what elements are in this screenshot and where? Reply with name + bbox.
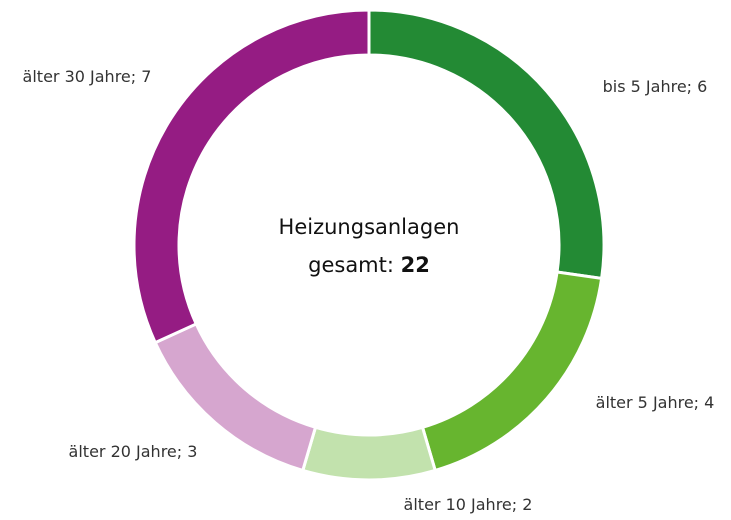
data-label: älter 20 Jahre; 3 [69, 442, 198, 461]
category-label: älter 20 Jahre [69, 442, 177, 461]
separator: ; [131, 67, 141, 86]
total-value: 22 [401, 253, 430, 277]
separator: ; [512, 495, 522, 514]
value-label: 7 [141, 67, 151, 86]
value-label: 6 [697, 77, 707, 96]
donut-segment [300, 425, 438, 482]
separator: ; [177, 442, 187, 461]
category-label: älter 10 Jahre [404, 495, 512, 514]
data-label: älter 5 Jahre; 4 [596, 393, 715, 412]
data-label: älter 10 Jahre; 2 [404, 495, 533, 514]
value-label: 2 [522, 495, 532, 514]
separator: ; [687, 77, 697, 96]
category-label: bis 5 Jahre [603, 77, 687, 96]
data-label: älter 30 Jahre; 7 [23, 67, 152, 86]
donut-segment [132, 8, 371, 345]
category-label: älter 5 Jahre [596, 393, 694, 412]
donut-segment [420, 270, 604, 473]
data-label: bis 5 Jahre; 6 [603, 77, 708, 96]
value-label: 4 [704, 393, 714, 412]
center-total: gesamt: 22 [308, 253, 430, 277]
category-label: älter 30 Jahre [23, 67, 131, 86]
center-label: gesamt: [308, 253, 394, 277]
value-label: 3 [187, 442, 197, 461]
center-title: Heizungsanlagen [279, 215, 460, 239]
separator: ; [694, 393, 704, 412]
